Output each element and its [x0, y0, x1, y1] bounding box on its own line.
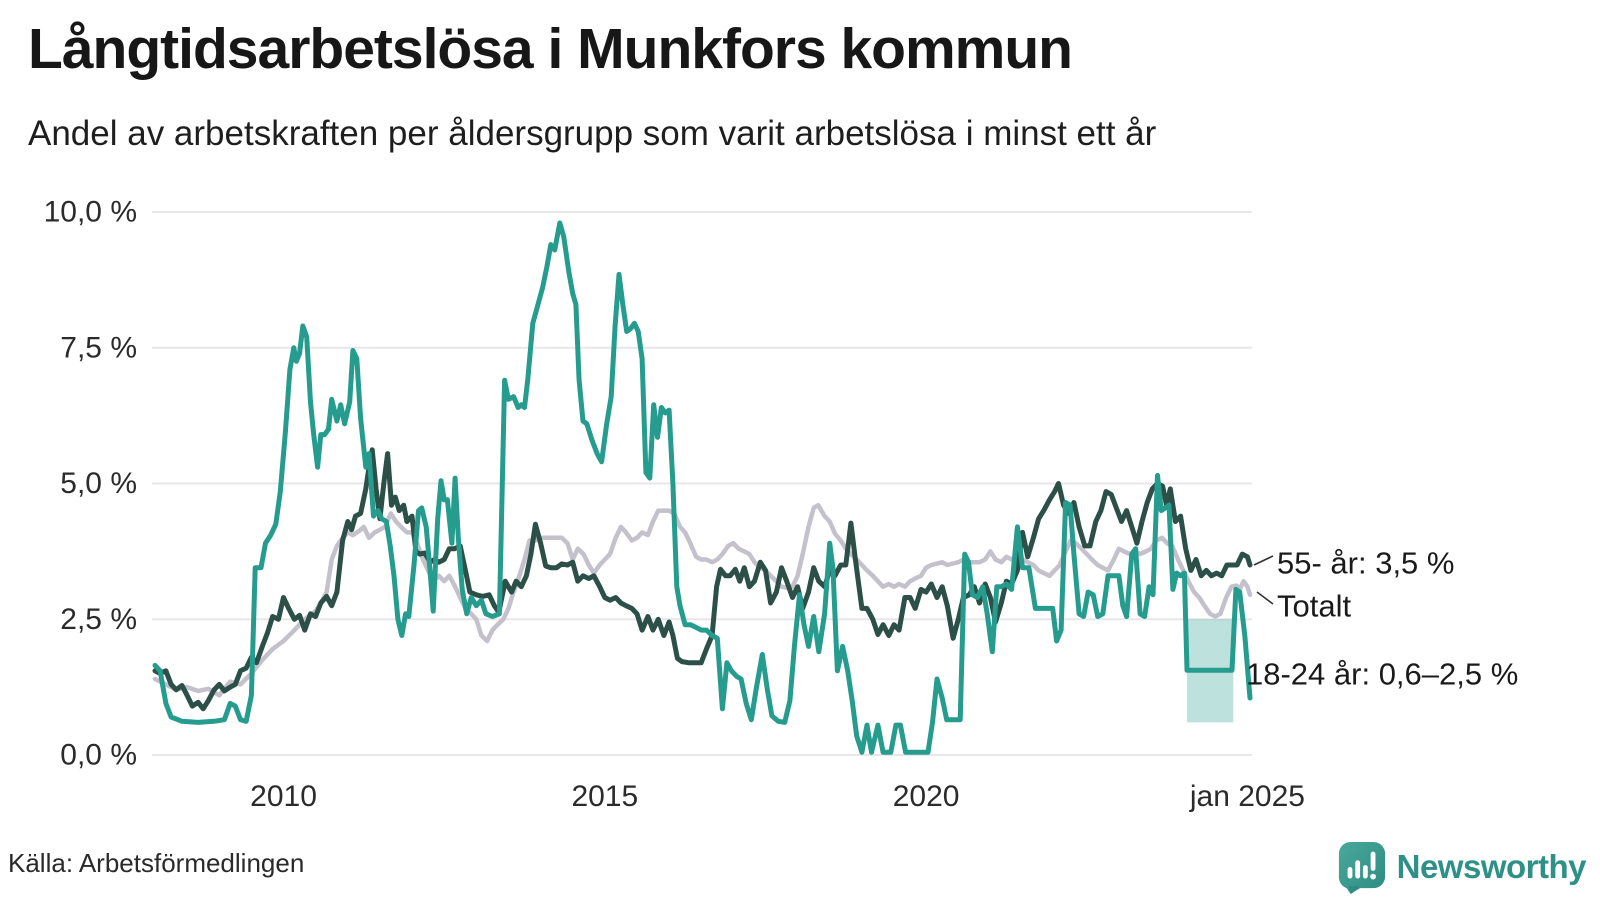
- y-axis-tick-label: 5,0 %: [60, 467, 137, 500]
- page-title: Långtidsarbetslösa i Munkfors kommun: [28, 17, 1073, 81]
- x-axis-tick-label: 2015: [571, 780, 638, 813]
- bar-chart-speech-bubble-icon: [1338, 842, 1385, 894]
- y-axis-tick-label: 7,5 %: [60, 331, 137, 364]
- newsworthy-logo-text: Newsworthy: [1396, 848, 1587, 885]
- series-annotation-label: Totalt: [1277, 589, 1351, 624]
- series-line-18-24-år: [152, 220, 1253, 755]
- series-line-55-år: [152, 447, 1253, 712]
- x-axis-tick-label: 2010: [250, 780, 317, 813]
- y-axis-tick-label: 10,0 %: [44, 196, 137, 229]
- annotation-connector: [1253, 555, 1274, 566]
- series-annotation-label: 55- år: 3,5 %: [1277, 546, 1454, 581]
- source-text: Källa: Arbetsförmedlingen: [8, 848, 305, 878]
- series-line-totalt: [152, 502, 1253, 698]
- x-axis-tick-label: jan 2025: [1189, 780, 1305, 813]
- x-axis-tick-label: 2020: [893, 780, 960, 813]
- annotation-connector: [1256, 591, 1274, 605]
- page-subtitle: Andel av arbetskraften per åldersgrupp s…: [28, 114, 1157, 153]
- y-axis-tick-label: 2,5 %: [60, 603, 137, 636]
- newsworthy-logo[interactable]: Newsworthy: [1337, 840, 1587, 894]
- y-axis-tick-label: 0,0 %: [60, 739, 137, 772]
- series-annotation-label: 18-24 år: 0,6–2,5 %: [1246, 657, 1518, 692]
